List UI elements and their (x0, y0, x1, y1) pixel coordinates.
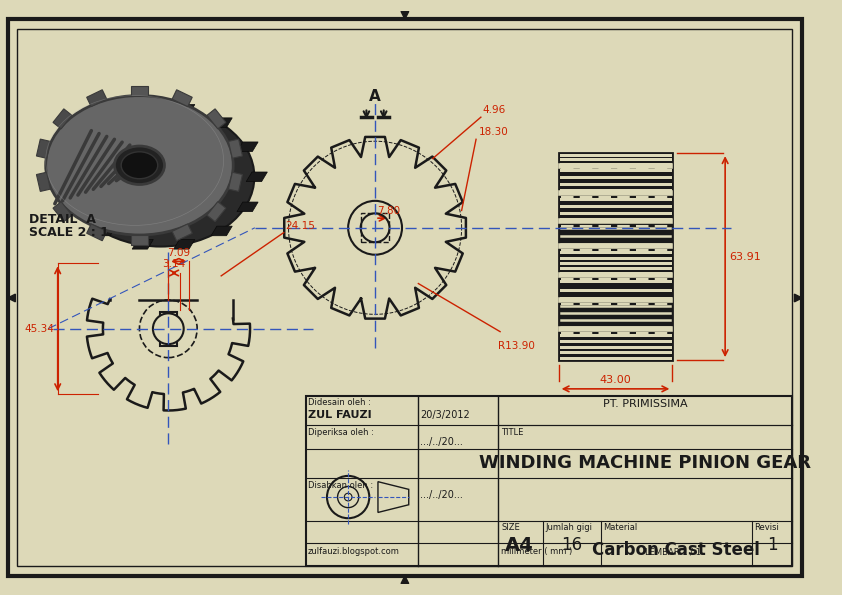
Polygon shape (207, 202, 226, 222)
Text: .../../20...: .../../20... (420, 437, 463, 447)
Text: 20/3/2012: 20/3/2012 (420, 409, 470, 419)
Text: SCALE 2 : 1: SCALE 2 : 1 (29, 226, 109, 239)
Polygon shape (69, 142, 90, 152)
Polygon shape (211, 118, 232, 127)
Bar (360, 214, 390, 242)
Text: 7.09: 7.09 (168, 248, 190, 258)
Circle shape (153, 314, 184, 344)
Bar (160, 312, 177, 346)
Ellipse shape (115, 146, 164, 184)
Text: Revisi: Revisi (754, 523, 779, 532)
Text: 16: 16 (561, 536, 582, 553)
Bar (559, 154, 672, 360)
Text: 24.15: 24.15 (285, 221, 316, 231)
Polygon shape (95, 118, 116, 127)
Polygon shape (87, 224, 107, 241)
Text: SIZE: SIZE (501, 523, 520, 532)
Text: TITLE: TITLE (501, 428, 524, 437)
Polygon shape (53, 109, 72, 129)
Polygon shape (211, 226, 232, 236)
Text: 1: 1 (767, 536, 777, 553)
Polygon shape (36, 139, 51, 158)
Text: PT. PRIMISSIMA: PT. PRIMISSIMA (603, 399, 688, 409)
Polygon shape (8, 294, 15, 302)
Ellipse shape (121, 152, 157, 178)
Polygon shape (131, 234, 148, 245)
Polygon shape (401, 576, 408, 584)
Polygon shape (237, 142, 258, 152)
Polygon shape (132, 105, 153, 114)
Text: .../../20...: .../../20... (420, 490, 463, 500)
Text: zulfauzi.blogspot.com: zulfauzi.blogspot.com (308, 547, 400, 556)
Polygon shape (132, 240, 153, 249)
Polygon shape (172, 224, 192, 241)
Text: Carbon Cast Steel: Carbon Cast Steel (592, 541, 760, 559)
Polygon shape (69, 202, 90, 212)
Text: Disahkan oleh :: Disahkan oleh : (308, 481, 373, 490)
Text: DETAIL  A: DETAIL A (29, 214, 96, 226)
Text: 63.91: 63.91 (729, 252, 760, 262)
Text: ZUL FAUZI: ZUL FAUZI (308, 409, 371, 419)
Polygon shape (237, 202, 258, 212)
Text: 43.00: 43.00 (600, 375, 632, 385)
Polygon shape (60, 172, 81, 181)
Polygon shape (53, 202, 72, 222)
Polygon shape (131, 86, 148, 96)
Polygon shape (207, 109, 226, 129)
Text: Material: Material (603, 523, 637, 532)
Text: 4.96: 4.96 (482, 105, 506, 115)
Text: Didesain oleh :: Didesain oleh : (308, 398, 370, 407)
Text: Diperiksa oleh :: Diperiksa oleh : (308, 428, 374, 437)
Polygon shape (87, 90, 107, 107)
Ellipse shape (45, 96, 233, 235)
Text: 18.30: 18.30 (479, 127, 509, 137)
Polygon shape (36, 172, 51, 192)
Text: R13.90: R13.90 (498, 342, 535, 351)
Bar (306, 396, 792, 566)
Polygon shape (794, 294, 802, 302)
Text: 45.34: 45.34 (24, 324, 54, 334)
Polygon shape (228, 139, 242, 158)
Polygon shape (401, 11, 408, 19)
Polygon shape (173, 240, 195, 249)
Polygon shape (173, 105, 195, 114)
Text: LEMBAR 1 / 1: LEMBAR 1 / 1 (645, 547, 701, 556)
Text: 3.14: 3.14 (163, 259, 186, 269)
Text: 7.80: 7.80 (377, 206, 400, 216)
Polygon shape (172, 90, 192, 107)
Text: milimeter ( mm ): milimeter ( mm ) (501, 547, 573, 556)
Polygon shape (228, 172, 242, 192)
Polygon shape (95, 226, 116, 236)
Text: A: A (369, 89, 381, 104)
Text: WINDING MACHINE PINION GEAR: WINDING MACHINE PINION GEAR (479, 455, 812, 472)
Polygon shape (246, 172, 268, 181)
Text: Jumlah gigi: Jumlah gigi (546, 523, 592, 532)
Text: A4: A4 (505, 536, 534, 555)
Ellipse shape (67, 107, 254, 246)
